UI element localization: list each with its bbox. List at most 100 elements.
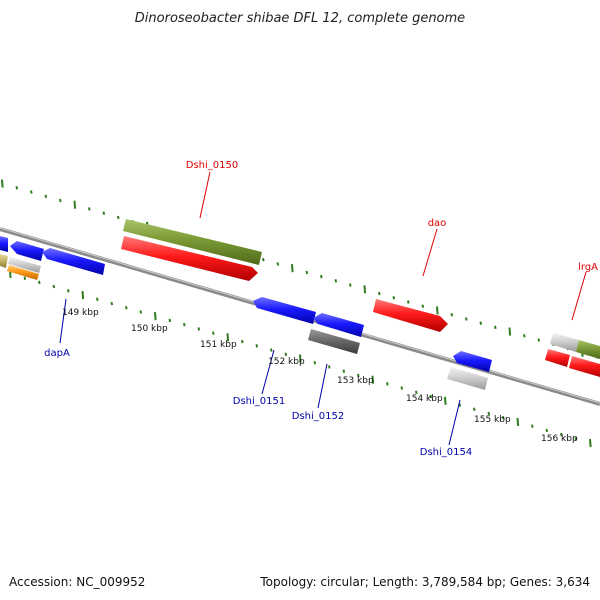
tick-mark bbox=[574, 437, 578, 441]
tick-mark bbox=[560, 432, 563, 437]
tick-mark bbox=[494, 325, 497, 330]
gene-label-Dshi_0154: Dshi_0154 bbox=[420, 447, 472, 458]
gene-arrow bbox=[0, 254, 8, 268]
tick-mark bbox=[197, 327, 201, 331]
gene-arrow-Dshi_0154 bbox=[453, 351, 492, 372]
gene-arrow-lrgA bbox=[569, 356, 600, 377]
tick-mark bbox=[502, 416, 505, 420]
gene-arrow bbox=[550, 333, 579, 352]
tick-mark bbox=[537, 338, 541, 342]
gene-track bbox=[0, 219, 600, 390]
tick-mark bbox=[487, 411, 491, 416]
tick-mark bbox=[342, 369, 346, 373]
leader-line bbox=[571, 271, 587, 321]
tick-mark bbox=[1, 179, 4, 188]
leader-line bbox=[448, 399, 461, 446]
tick-mark bbox=[139, 310, 143, 314]
tick-label: 153 kbp bbox=[337, 376, 374, 386]
tick-mark bbox=[400, 386, 404, 390]
tick-mark bbox=[96, 297, 99, 301]
tick-mark bbox=[73, 200, 77, 209]
tick-mark bbox=[458, 403, 462, 407]
tick-mark bbox=[450, 312, 454, 317]
tick-mark bbox=[378, 291, 381, 296]
gene-arrow bbox=[545, 349, 570, 367]
tick-mark bbox=[88, 207, 91, 211]
leader-lines bbox=[59, 171, 587, 446]
gene-arrow-dapA bbox=[42, 248, 105, 275]
tick-mark bbox=[102, 211, 106, 215]
tick-label: 154 kbp bbox=[406, 394, 443, 404]
tick-mark bbox=[429, 394, 433, 399]
gene-label-Dshi_0150: Dshi_0150 bbox=[186, 160, 238, 171]
tick-mark bbox=[262, 258, 265, 262]
leader-line bbox=[261, 349, 275, 395]
tick-mark bbox=[334, 279, 338, 283]
leader-line bbox=[317, 363, 328, 409]
tick-mark bbox=[357, 373, 360, 378]
accession-text: Accession: NC_009952 bbox=[9, 575, 145, 589]
gene-arrow-Dshi_0152 bbox=[308, 329, 360, 354]
tick-mark bbox=[436, 306, 439, 315]
gene-label-Dshi_0152: Dshi_0152 bbox=[292, 411, 344, 422]
tick-mark bbox=[284, 352, 288, 356]
tick-mark bbox=[276, 262, 280, 266]
tick-mark bbox=[81, 290, 85, 300]
tick-mark bbox=[241, 339, 244, 344]
tick-mark bbox=[291, 264, 294, 273]
gene-arrow bbox=[8, 257, 41, 273]
gene-arrow-Dshi_0150 bbox=[123, 219, 262, 265]
tick-mark bbox=[545, 428, 549, 433]
tick-mark bbox=[183, 322, 186, 327]
tick-label: 155 kbp bbox=[474, 415, 511, 425]
tick-mark bbox=[305, 270, 309, 275]
tick-mark bbox=[386, 382, 389, 386]
tick-mark bbox=[392, 296, 396, 300]
leader-line bbox=[199, 171, 211, 219]
gene-arrow bbox=[7, 265, 39, 280]
gene-arrow-dao bbox=[373, 299, 448, 332]
tick-mark bbox=[255, 344, 259, 348]
tick-mark bbox=[168, 318, 172, 323]
tick-label: 151 kbp bbox=[200, 340, 237, 350]
gene-arrow-Dshi_0151 bbox=[253, 297, 316, 324]
tick-mark bbox=[44, 194, 48, 198]
gene-arrow bbox=[0, 236, 8, 252]
tick-mark bbox=[270, 348, 273, 352]
tick-label: 149 kbp bbox=[62, 308, 99, 318]
genome-summary-text: Topology: circular; Length: 3,789,584 bp… bbox=[259, 575, 590, 589]
tick-mark bbox=[212, 331, 215, 335]
tick-mark bbox=[226, 333, 230, 342]
tick-mark bbox=[15, 186, 19, 190]
tick-mark bbox=[52, 284, 56, 289]
gene-label-Dshi_0151: Dshi_0151 bbox=[233, 396, 285, 407]
tick-label: 152 kbp bbox=[268, 357, 305, 367]
tick-mark bbox=[117, 215, 120, 220]
tick-mark bbox=[589, 439, 592, 448]
tick-mark bbox=[473, 407, 476, 411]
gene-arrow bbox=[10, 241, 44, 261]
tick-mark bbox=[154, 312, 157, 321]
gene-arrow bbox=[576, 340, 600, 359]
tick-mark bbox=[415, 390, 418, 395]
tick-mark bbox=[125, 306, 128, 310]
gene-arrow bbox=[313, 313, 364, 337]
tick-mark bbox=[479, 321, 483, 325]
tick-mark bbox=[444, 396, 447, 405]
tick-mark bbox=[523, 334, 526, 338]
tick-mark bbox=[328, 365, 331, 369]
tick-mark bbox=[516, 417, 520, 427]
tick-mark bbox=[531, 424, 534, 428]
tick-mark bbox=[349, 283, 352, 287]
tick-mark bbox=[299, 354, 302, 363]
tick-mark bbox=[110, 301, 114, 306]
tick-mark bbox=[313, 361, 317, 365]
tick-mark bbox=[320, 274, 323, 279]
gene-arrow bbox=[447, 367, 488, 390]
tick-mark bbox=[421, 304, 425, 308]
gene-arrow bbox=[121, 236, 258, 281]
tick-mark bbox=[363, 285, 367, 294]
gene-label-dao: dao bbox=[428, 218, 447, 229]
tick-mark bbox=[23, 276, 27, 280]
